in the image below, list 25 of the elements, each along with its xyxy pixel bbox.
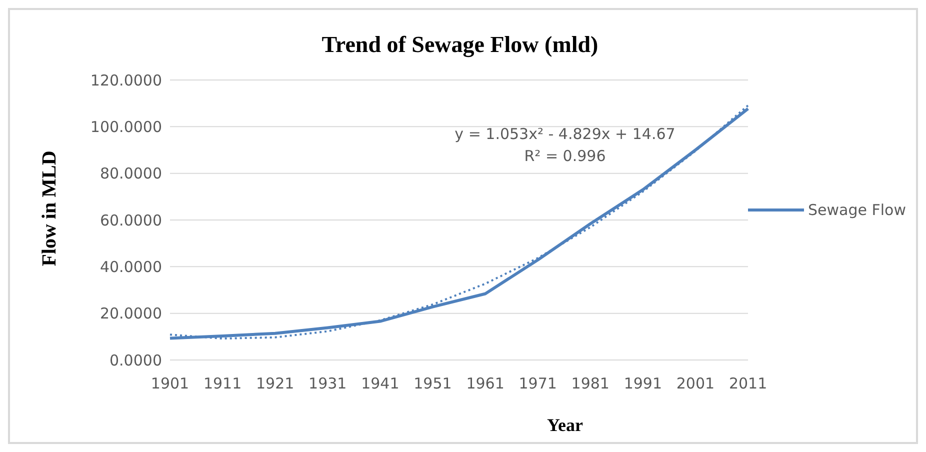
y-tick-label: 0.0000 xyxy=(110,351,162,370)
x-tick-label: 1901 xyxy=(150,374,190,393)
annotation: R² = 0.996 xyxy=(523,146,607,167)
chart-title: Trend of Sewage Flow (mld) xyxy=(320,32,600,58)
legend-label: Sewage Flow xyxy=(808,201,906,219)
y-tick-label: 120.0000 xyxy=(90,71,162,90)
x-tick-label: 1931 xyxy=(308,374,347,393)
x-tick-label: 1961 xyxy=(466,374,504,393)
y-tick-label: 20.0000 xyxy=(100,304,162,323)
y-tick-label: 60.0000 xyxy=(100,211,162,230)
x-axis-title: Year xyxy=(546,415,584,436)
x-tick-label: 2011 xyxy=(728,374,768,393)
x-tick-label: 1981 xyxy=(571,374,610,393)
annotation: y = 1.053x² - 4.829x + 14.67 xyxy=(454,124,676,145)
x-tick-label: 1971 xyxy=(518,374,557,393)
y-tick-label: 100.0000 xyxy=(90,118,162,136)
x-tick-label: 1991 xyxy=(624,374,662,393)
y-axis-title: Flow in MLD xyxy=(38,150,62,266)
x-tick-label: 2001 xyxy=(676,374,715,393)
x-tick-label: 1911 xyxy=(203,374,242,393)
x-tick-label: 1951 xyxy=(414,374,452,393)
y-tick-label: 40.0000 xyxy=(100,258,162,276)
y-tick-label: 80.0000 xyxy=(100,164,162,183)
x-tick-label: 1921 xyxy=(256,374,294,393)
x-tick-label: 1941 xyxy=(361,374,400,393)
